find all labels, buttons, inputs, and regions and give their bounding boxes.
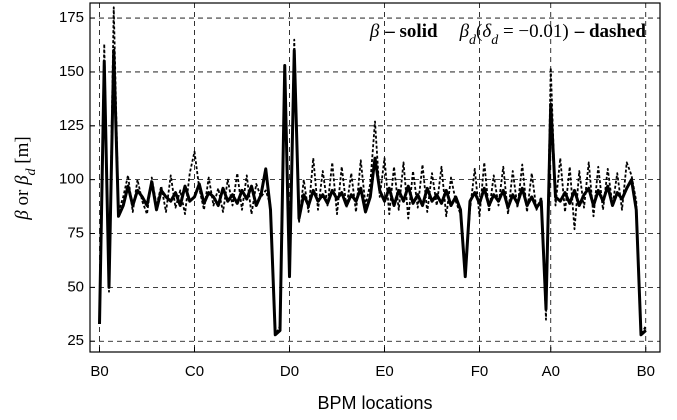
y-tick-label: 100 xyxy=(59,171,84,188)
x-tick-label: F0 xyxy=(471,363,489,380)
y-tick-label: 150 xyxy=(59,63,84,80)
x-tick-label: B0 xyxy=(90,363,108,380)
x-tick-label: B0 xyxy=(637,363,655,380)
legend-style: – dashed xyxy=(574,21,647,42)
y-tick-label: 75 xyxy=(67,224,84,241)
y-tick-label: 50 xyxy=(67,278,84,295)
x-axis-label: BPM locations xyxy=(317,393,432,413)
plot-frame xyxy=(89,2,661,353)
x-tick-label: C0 xyxy=(185,363,204,380)
x-tick-label: A0 xyxy=(542,363,560,380)
plot-lines xyxy=(98,6,647,337)
x-tick-label: D0 xyxy=(280,363,299,380)
y-tick-label: 25 xyxy=(67,332,84,349)
y-tick-label: 175 xyxy=(59,9,84,26)
grid xyxy=(90,3,660,352)
x-tick-label: E0 xyxy=(375,363,393,380)
legend: β – solid βd(δd = −0.01) – dashed xyxy=(369,21,647,47)
legend-style: – solid xyxy=(384,21,438,42)
legend-label: β xyxy=(369,21,380,42)
y-axis-label: β or βd [m] xyxy=(12,136,38,220)
legend-label: βd(δd = −0.01) xyxy=(459,21,569,47)
series-line xyxy=(98,48,647,337)
y-tick-label: 125 xyxy=(59,117,84,134)
series-line xyxy=(98,6,647,336)
